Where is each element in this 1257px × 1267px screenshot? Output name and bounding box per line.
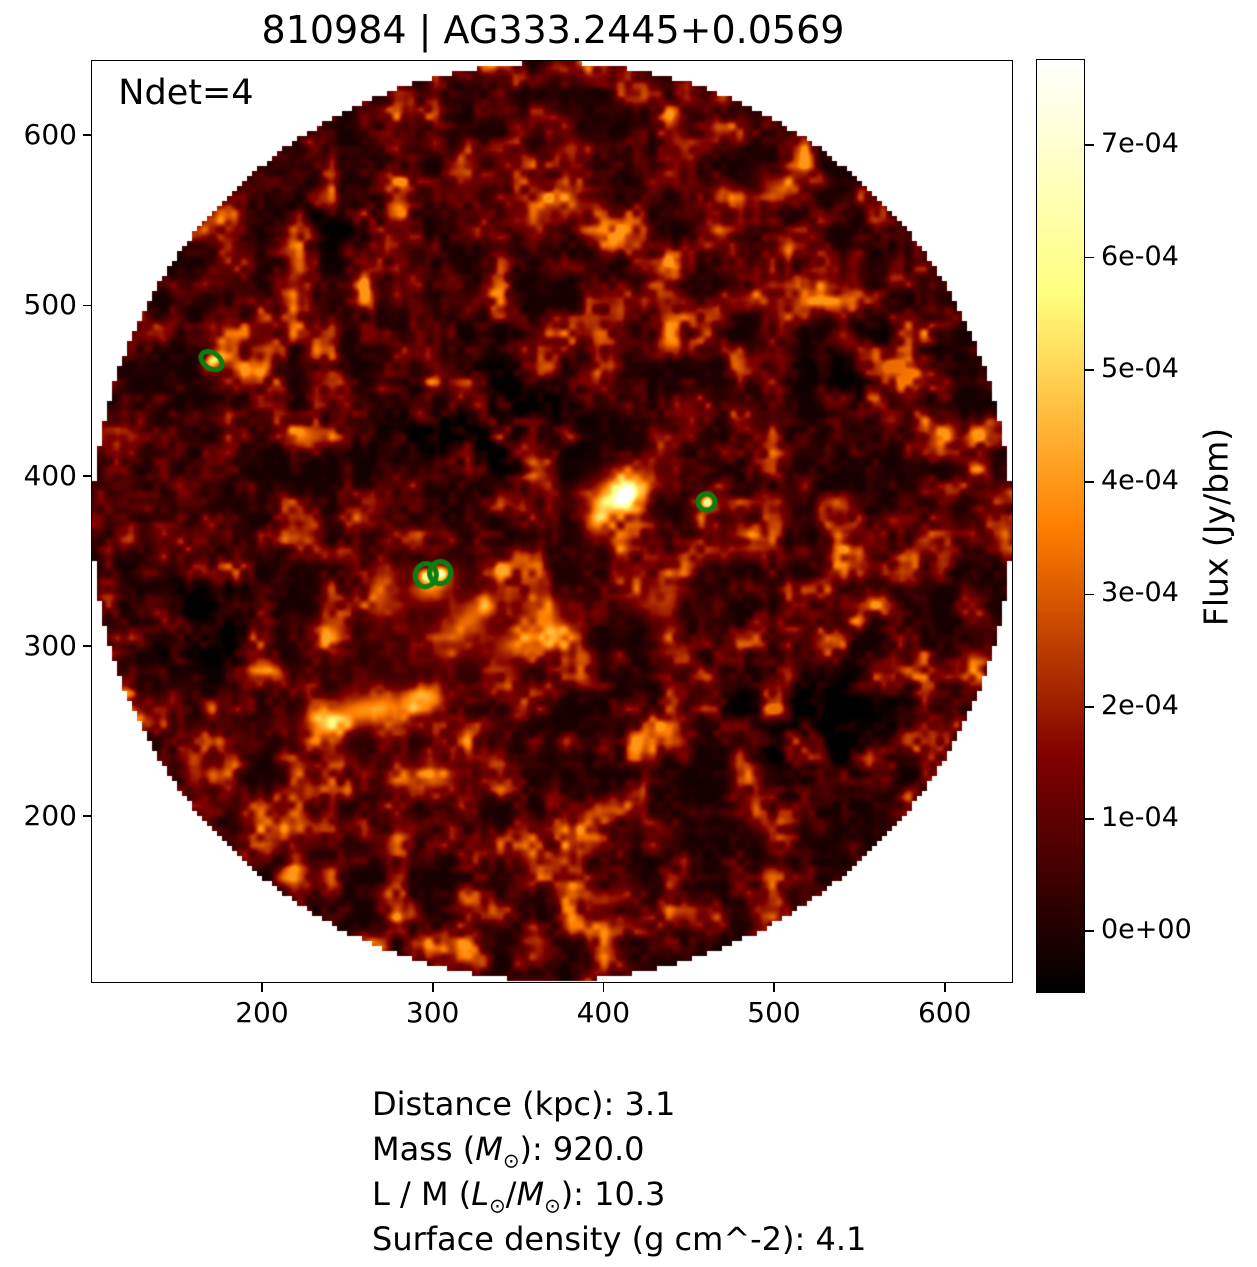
plot-area: Ndet=4: [91, 60, 1014, 984]
stat-text-segment: M: [516, 1175, 545, 1213]
x-tick-mark: [773, 983, 775, 992]
stat-line: Distance (kpc): 3.1: [372, 1082, 866, 1127]
colorbar-label: Flux (Jy/bm): [1196, 427, 1236, 627]
stat-text-segment: ⊙: [489, 1194, 506, 1218]
stat-text-segment: L: [471, 1175, 490, 1213]
plot-title: 810984 | AG333.2445+0.0569: [261, 8, 845, 52]
colorbar: [1036, 59, 1086, 994]
stat-text-segment: Surface density (g cm^-2): 4.1: [372, 1220, 867, 1258]
colorbar-tick-mark: [1085, 705, 1094, 708]
colorbar-tick-label: 6e-04: [1101, 240, 1179, 272]
stat-text-segment: ): 10.3: [560, 1175, 666, 1213]
x-tick-label: 300: [405, 996, 460, 1029]
stat-text-segment: /: [505, 1175, 517, 1213]
colorbar-tick-label: 0e+00: [1101, 914, 1192, 946]
colorbar-tick-label: 1e-04: [1101, 801, 1179, 833]
stats-text: Distance (kpc): 3.1 Mass (M⊙): 920.0 L / M…: [372, 1082, 866, 1262]
y-tick-label: 600: [23, 118, 77, 152]
y-tick-mark: [83, 134, 92, 137]
stat-text-segment: Distance (kpc): 3.1: [372, 1085, 676, 1123]
colorbar-tick-mark: [1085, 818, 1094, 820]
colorbar-tick-label: 2e-04: [1101, 689, 1179, 721]
stat-text-segment: L / M (: [372, 1175, 472, 1213]
colorbar-tick-mark: [1085, 144, 1094, 147]
stat-text-segment: ): 920.0: [519, 1130, 645, 1168]
x-tick-label: 200: [235, 996, 289, 1029]
colorbar-tick-label: 5e-04: [1101, 352, 1179, 384]
y-tick-mark: [83, 815, 92, 817]
colorbar-tick-mark: [1085, 368, 1094, 371]
y-tick-mark: [83, 645, 92, 647]
stat-text-segment: ⊙: [544, 1194, 561, 1218]
y-tick-label: 500: [23, 288, 77, 322]
ndet-annotation: Ndet=4: [118, 73, 254, 114]
y-tick-mark: [83, 304, 92, 307]
x-tick-label: 600: [917, 996, 972, 1029]
x-tick-mark: [431, 983, 434, 992]
x-tick-label: 500: [747, 996, 801, 1029]
stat-text-segment: Mass (: [372, 1130, 476, 1168]
colorbar-tick-mark: [1085, 256, 1094, 259]
y-tick-mark: [83, 474, 92, 477]
stat-line: Mass (M⊙): 920.0: [372, 1127, 866, 1172]
y-tick-label: 200: [23, 799, 77, 833]
colorbar-tick-label: 7e-04: [1101, 128, 1179, 160]
stat-text-segment: M: [475, 1130, 503, 1168]
colorbar-tick-label: 4e-04: [1101, 465, 1179, 497]
colorbar-tick-label: 3e-04: [1101, 577, 1179, 609]
stat-text-segment: ⊙: [502, 1149, 520, 1173]
colorbar-tick-mark: [1085, 481, 1094, 483]
x-tick-mark: [943, 983, 946, 992]
x-tick-label: 400: [576, 996, 631, 1029]
y-tick-label: 400: [23, 458, 77, 492]
stat-line: L / M (L⊙/M⊙): 10.3: [372, 1172, 866, 1217]
y-tick-label: 300: [23, 628, 77, 662]
flux-map-canvas: [92, 61, 1013, 983]
stat-line: Surface density (g cm^-2): 4.1: [372, 1217, 866, 1262]
colorbar-canvas: [1037, 60, 1085, 993]
x-tick-mark: [261, 983, 263, 992]
x-tick-mark: [602, 983, 605, 992]
colorbar-tick-mark: [1085, 930, 1094, 933]
colorbar-tick-mark: [1085, 593, 1094, 596]
